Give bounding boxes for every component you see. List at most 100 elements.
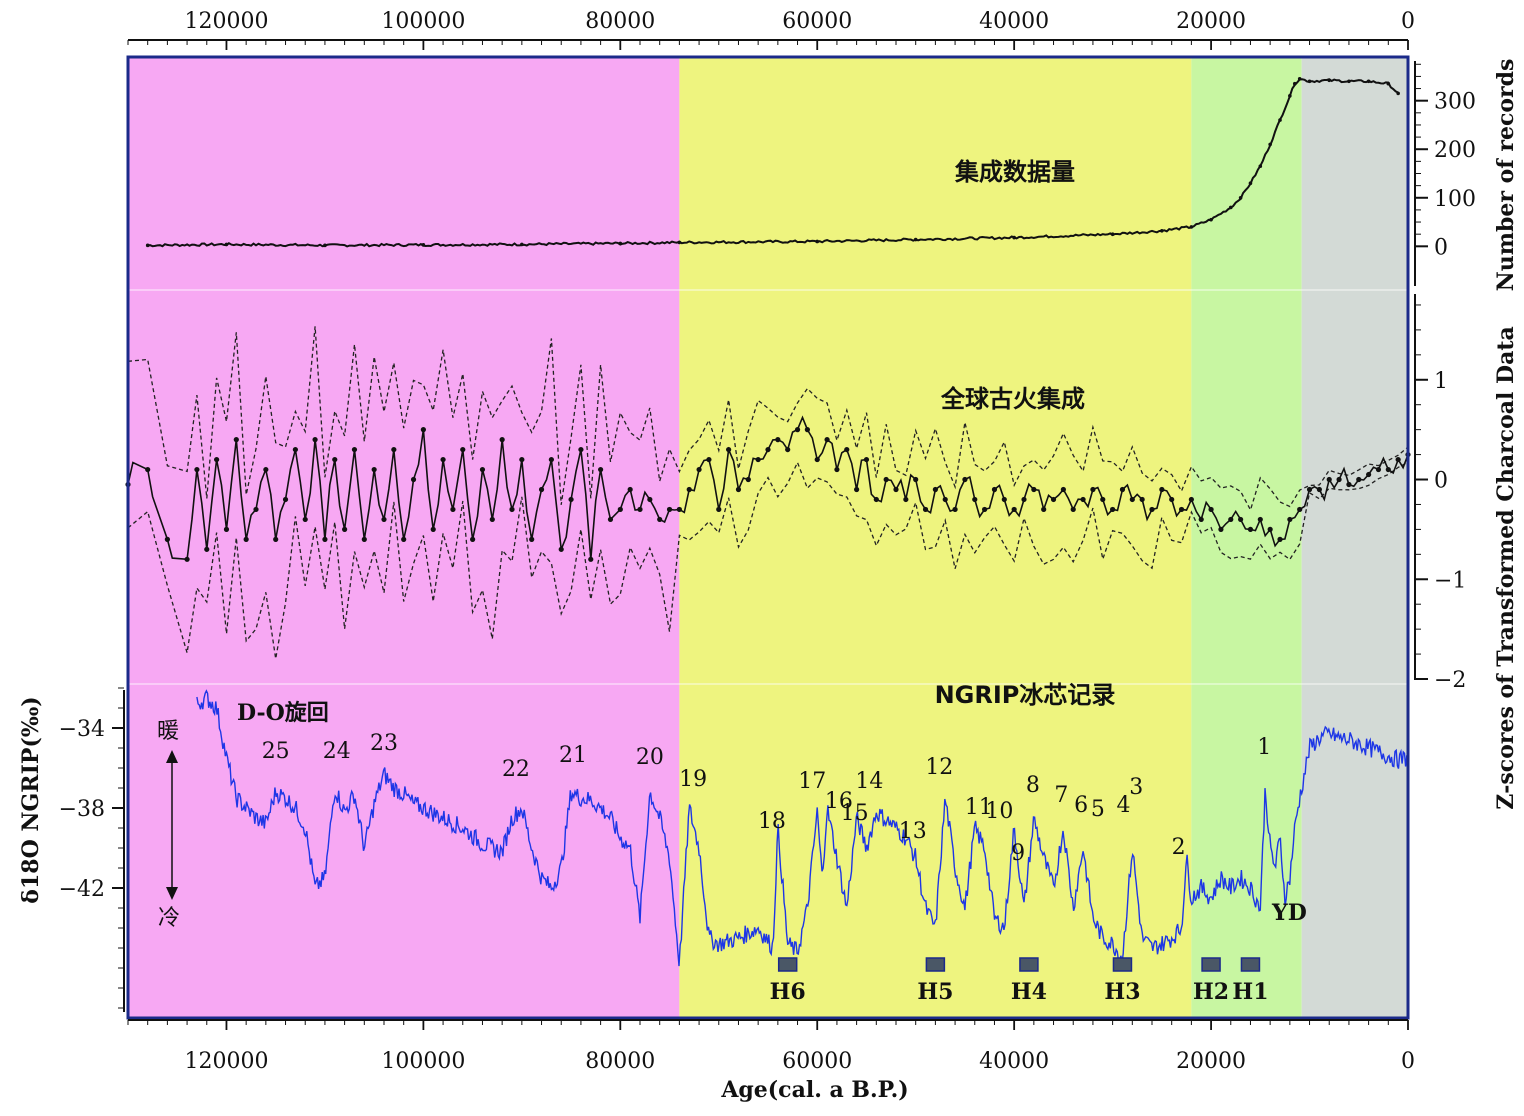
charcoal-point bbox=[332, 456, 338, 463]
x-tick-label-bottom: 80000 bbox=[585, 1049, 655, 1074]
records-point bbox=[677, 240, 682, 245]
charcoal-point bbox=[1385, 466, 1391, 473]
charcoal-point bbox=[1366, 471, 1372, 478]
ngrip-y-axis-title: δ18O NGRIP(‰) bbox=[18, 696, 44, 903]
x-tick-label-bottom: 100000 bbox=[381, 1049, 465, 1074]
records-point bbox=[224, 242, 229, 247]
plot-frame bbox=[126, 55, 1410, 1020]
charcoal-point bbox=[1238, 516, 1244, 523]
charcoal-point bbox=[302, 516, 308, 523]
charcoal-point bbox=[1267, 526, 1273, 532]
charcoal-point bbox=[913, 476, 919, 483]
charcoal-point bbox=[1041, 506, 1047, 513]
records-point bbox=[1366, 79, 1371, 84]
charcoal-point bbox=[342, 526, 348, 532]
records-point bbox=[1228, 205, 1233, 210]
do-event-label: 3 bbox=[1129, 775, 1143, 800]
charcoal-point bbox=[1110, 506, 1116, 513]
ngrip-line bbox=[196, 689, 1409, 967]
charcoal-point bbox=[824, 437, 830, 443]
heinrich-marker bbox=[777, 957, 798, 972]
charcoal-point bbox=[1100, 496, 1106, 503]
x-tick-label-bottom: 120000 bbox=[184, 1049, 268, 1074]
x-tick-label-top: 20000 bbox=[1176, 9, 1246, 34]
charcoal-point bbox=[598, 466, 604, 473]
charcoal-point bbox=[479, 466, 486, 473]
records-point bbox=[1012, 235, 1016, 240]
charcoal-point bbox=[558, 546, 564, 552]
do-event-label: 15 bbox=[841, 801, 869, 826]
charcoal-point bbox=[735, 486, 742, 493]
charcoal-lower-ci bbox=[127, 460, 1409, 659]
charcoal-point bbox=[1326, 476, 1332, 483]
period-backgrounds bbox=[128, 57, 1408, 1018]
charcoal-point bbox=[371, 466, 377, 473]
records-point bbox=[1347, 79, 1351, 84]
yd-label: YD bbox=[1271, 900, 1307, 926]
charcoal-point bbox=[952, 506, 958, 513]
charcoal-point bbox=[1031, 486, 1037, 493]
heinrich-label: H4 bbox=[1011, 979, 1047, 1005]
charcoal-point bbox=[991, 486, 998, 493]
charcoal-point bbox=[1346, 481, 1352, 488]
charcoal-upper-ci bbox=[127, 326, 1409, 512]
charcoal-point bbox=[1336, 476, 1342, 483]
arrow-down-icon bbox=[166, 887, 178, 900]
do-event-label: 19 bbox=[679, 767, 707, 792]
do-cycle-label: D-O旋回 bbox=[237, 700, 329, 726]
panel-dividers bbox=[128, 289, 1408, 685]
cold-label: 冷 bbox=[158, 906, 180, 931]
charcoal-point bbox=[716, 506, 722, 513]
records-point bbox=[1110, 232, 1115, 236]
charcoal-point bbox=[194, 466, 200, 473]
charcoal-point bbox=[1228, 516, 1234, 523]
do-event-label: 18 bbox=[758, 809, 786, 834]
charcoal-point bbox=[755, 456, 761, 463]
charcoal-point bbox=[282, 496, 289, 503]
annotations: 集成数据量 全球古火集成 NGRIP冰芯记录 D-O旋回 暖 冷 YD Age(… bbox=[18, 59, 1519, 1103]
charcoal-point bbox=[942, 496, 948, 503]
charcoal-point bbox=[637, 506, 643, 513]
x-tick-label-top: 60000 bbox=[782, 9, 852, 34]
do-event-label: 11 bbox=[965, 795, 993, 820]
y-tick-label-charcoal: −2 bbox=[1434, 668, 1466, 693]
charcoal-point bbox=[292, 446, 298, 453]
y-tick-label-charcoal: 0 bbox=[1434, 469, 1448, 494]
do-event-label: 22 bbox=[502, 757, 530, 782]
charcoal-point bbox=[814, 456, 820, 463]
records-point bbox=[1160, 228, 1164, 233]
charcoal-point bbox=[588, 556, 594, 562]
charcoal-point bbox=[1070, 506, 1076, 513]
charcoal-point bbox=[273, 536, 279, 542]
charcoal-point bbox=[1247, 526, 1254, 532]
records-point bbox=[1248, 181, 1253, 186]
charcoal-point bbox=[381, 516, 387, 523]
charcoal-panel-label: 全球古火集成 bbox=[940, 385, 1085, 413]
charcoal-point bbox=[903, 496, 909, 503]
charcoal-point bbox=[1119, 486, 1126, 493]
records-point bbox=[1238, 195, 1243, 200]
heinrich-label: H2 bbox=[1193, 979, 1229, 1005]
charcoal-point bbox=[1356, 476, 1362, 483]
charcoal-point bbox=[962, 476, 968, 483]
do-event-label: 17 bbox=[798, 769, 826, 794]
do-event-label: 23 bbox=[370, 731, 398, 756]
charcoal-point bbox=[607, 516, 614, 523]
records-point bbox=[421, 243, 426, 247]
heinrich-label: H6 bbox=[770, 979, 806, 1005]
charcoal-point bbox=[932, 486, 938, 493]
charcoal-point bbox=[844, 446, 850, 453]
heinrich-marker bbox=[1112, 957, 1133, 972]
heinrich-marker bbox=[1240, 957, 1261, 972]
x-axis-title: Age(cal. a B.P.) bbox=[720, 1077, 908, 1103]
do-event-label: 16 bbox=[825, 789, 853, 814]
x-tick-label-bottom: 60000 bbox=[782, 1049, 852, 1074]
records-point bbox=[618, 241, 623, 246]
charcoal-point bbox=[1208, 506, 1214, 513]
records-panel-label: 集成数据量 bbox=[954, 158, 1075, 186]
x-tick-label-bottom: 40000 bbox=[979, 1049, 1049, 1074]
charcoal-point bbox=[706, 456, 712, 463]
charcoal-point bbox=[529, 536, 535, 542]
charcoal-point bbox=[1257, 516, 1263, 523]
